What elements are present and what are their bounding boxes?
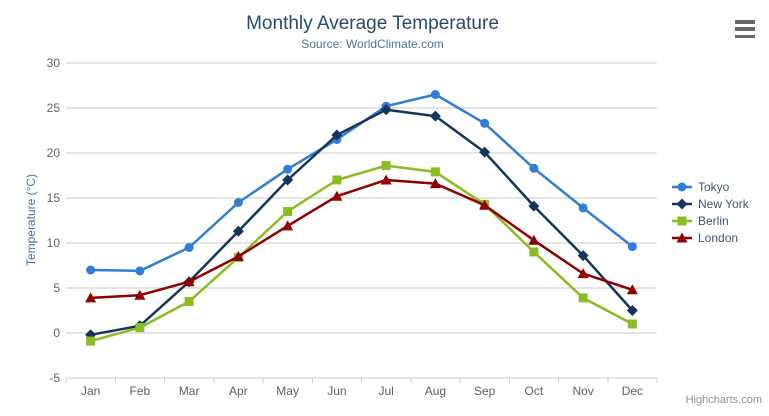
credits-link[interactable]: Highcharts.com xyxy=(685,394,762,406)
data-point-new-york[interactable] xyxy=(479,146,491,158)
data-point-london[interactable] xyxy=(232,251,244,261)
legend-symbol xyxy=(677,182,687,191)
legend-item-new-york[interactable]: New York xyxy=(671,195,749,212)
data-point-london[interactable] xyxy=(134,289,146,300)
data-point-berlin[interactable] xyxy=(283,207,293,216)
legend: Tokyo New York Berlin London xyxy=(671,178,749,246)
hamburger-icon xyxy=(735,20,755,24)
legend-label: London xyxy=(698,230,739,245)
data-point-new-york[interactable] xyxy=(429,110,441,122)
x-tick-label: Jul xyxy=(378,384,393,398)
legend-symbol xyxy=(677,216,687,225)
series-line-london[interactable] xyxy=(89,178,634,300)
data-point-london[interactable] xyxy=(380,174,392,185)
chart-title: Monthly Average Temperature xyxy=(246,13,499,34)
data-point-berlin[interactable] xyxy=(627,319,637,329)
data-point-new-york[interactable] xyxy=(282,174,294,186)
legend-symbol xyxy=(676,198,688,209)
data-point-new-york[interactable] xyxy=(528,200,540,212)
x-tick-label: Apr xyxy=(229,384,248,398)
legend-symbol xyxy=(676,232,688,242)
data-point-london[interactable] xyxy=(577,268,589,279)
y-tick-label: 30 xyxy=(47,56,61,70)
y-tick-label: 15 xyxy=(47,191,61,205)
y-tick-label: 0 xyxy=(53,326,60,340)
data-point-tokyo[interactable] xyxy=(430,90,440,99)
data-point-tokyo[interactable] xyxy=(135,266,145,276)
data-point-london[interactable] xyxy=(282,220,294,231)
legend-marker-triangle-icon xyxy=(672,232,692,242)
data-point-london[interactable] xyxy=(331,190,343,201)
data-point-london[interactable] xyxy=(626,284,638,295)
data-point-london[interactable] xyxy=(85,292,97,303)
data-point-tokyo[interactable] xyxy=(86,265,96,275)
legend-item-london[interactable]: London xyxy=(671,229,749,246)
y-tick-label: 5 xyxy=(53,281,60,295)
x-tick-label: Feb xyxy=(130,384,151,398)
data-point-tokyo[interactable] xyxy=(184,243,194,252)
data-point-tokyo[interactable] xyxy=(480,118,490,128)
data-point-berlin[interactable] xyxy=(381,161,391,171)
data-point-tokyo[interactable] xyxy=(627,242,637,252)
data-point-new-york[interactable] xyxy=(380,104,392,116)
x-tick-label: Oct xyxy=(525,384,544,398)
series-line-tokyo[interactable] xyxy=(89,93,634,273)
data-point-tokyo[interactable] xyxy=(529,163,539,173)
data-point-london[interactable] xyxy=(479,199,491,210)
data-point-berlin[interactable] xyxy=(430,167,440,177)
chart-subtitle: Source: WorldClimate.com xyxy=(301,37,444,51)
data-point-tokyo[interactable] xyxy=(283,164,293,174)
data-point-berlin[interactable] xyxy=(578,293,588,303)
data-point-new-york[interactable] xyxy=(577,250,589,262)
hamburger-icon xyxy=(735,34,755,38)
data-point-tokyo[interactable] xyxy=(578,203,588,213)
data-point-new-york[interactable] xyxy=(331,129,343,141)
series-line-berlin[interactable] xyxy=(89,164,634,343)
x-tick-label: Nov xyxy=(572,384,593,398)
legend-label: New York xyxy=(698,196,749,211)
legend-item-berlin[interactable]: Berlin xyxy=(671,212,749,229)
legend-marker-square-icon xyxy=(672,216,692,225)
x-tick-label: Jan xyxy=(81,384,100,398)
data-point-london[interactable] xyxy=(183,276,195,287)
y-tick-label: 25 xyxy=(47,101,61,115)
x-tick-label: Mar xyxy=(179,384,200,398)
y-tick-label: -5 xyxy=(49,371,60,385)
data-point-london[interactable] xyxy=(528,234,540,245)
legend-marker-diamond-icon xyxy=(672,198,692,209)
x-tick-label: Dec xyxy=(622,384,643,398)
x-tick-label: Jun xyxy=(327,384,346,398)
legend-marker-circle-icon xyxy=(672,182,692,191)
data-point-london[interactable] xyxy=(429,178,441,189)
data-point-berlin[interactable] xyxy=(332,175,342,185)
data-point-new-york[interactable] xyxy=(232,225,244,237)
hamburger-icon xyxy=(735,27,755,31)
series-line-new-york[interactable] xyxy=(89,108,634,337)
x-tick-label: Aug xyxy=(425,384,446,398)
x-tick-label: Sep xyxy=(474,384,496,398)
data-point-new-york[interactable] xyxy=(626,305,638,316)
data-point-berlin[interactable] xyxy=(529,247,539,257)
y-tick-label: 10 xyxy=(47,236,61,250)
data-point-tokyo[interactable] xyxy=(233,198,243,207)
y-axis-title: Temperature (°C) xyxy=(24,173,38,267)
data-point-berlin[interactable] xyxy=(184,297,194,306)
legend-item-tokyo[interactable]: Tokyo xyxy=(671,178,749,195)
y-tick-label: 20 xyxy=(47,146,61,160)
export-menu-button[interactable] xyxy=(734,19,756,39)
x-tick-label: May xyxy=(276,384,299,398)
data-point-berlin[interactable] xyxy=(86,336,96,346)
legend-label: Tokyo xyxy=(698,179,730,194)
legend-label: Berlin xyxy=(698,213,729,228)
data-point-berlin[interactable] xyxy=(135,323,145,333)
